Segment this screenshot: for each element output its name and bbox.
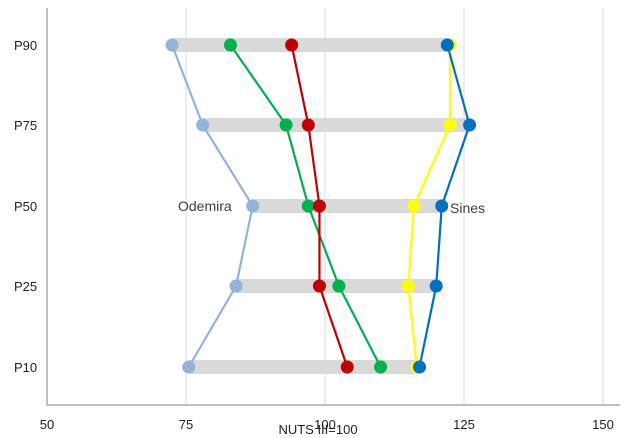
- series-point-2: [279, 118, 293, 132]
- series-point-1: [182, 360, 196, 374]
- series-point-1: [196, 118, 210, 132]
- series-point-3: [285, 38, 299, 52]
- x-tick-label: 75: [179, 417, 193, 432]
- x-axis-title: NUTS III=100: [278, 422, 357, 437]
- series-point-5: [413, 360, 427, 374]
- series-point-3: [312, 279, 326, 293]
- series-point-1: [165, 38, 179, 52]
- x-tick-label: 50: [40, 417, 54, 432]
- series-point-5: [463, 118, 477, 132]
- series-point-3: [312, 199, 326, 213]
- y-category-label: P75: [14, 118, 37, 133]
- series-points: [165, 38, 477, 374]
- axes: [46, 8, 620, 406]
- annotation-sines: Sines: [450, 200, 485, 216]
- series-point-5: [435, 199, 449, 213]
- series-point-3: [340, 360, 354, 374]
- y-category-label: P10: [14, 360, 37, 375]
- gridlines: [185, 8, 604, 405]
- series-point-3: [301, 118, 315, 132]
- series-point-4: [401, 279, 415, 293]
- series-point-1: [229, 279, 243, 293]
- series-point-5: [440, 38, 454, 52]
- y-category-label: P50: [14, 199, 37, 214]
- x-tick-label: 150: [592, 417, 614, 432]
- series-point-2: [374, 360, 388, 374]
- labels: NUTS III=100 Odemira Sines 50 75 100 125 150…: [14, 38, 614, 437]
- series-point-2: [332, 279, 346, 293]
- annotation-odemira: Odemira: [178, 198, 232, 214]
- x-tick-label: 100: [314, 417, 336, 432]
- y-category-label: P90: [14, 38, 37, 53]
- x-tick-label: 125: [453, 417, 475, 432]
- series-point-5: [429, 279, 443, 293]
- y-category-label: P25: [14, 279, 37, 294]
- series-point-1: [246, 199, 260, 213]
- series-point-2: [223, 38, 237, 52]
- series-point-2: [301, 199, 315, 213]
- series-point-4: [443, 118, 457, 132]
- series-point-4: [407, 199, 421, 213]
